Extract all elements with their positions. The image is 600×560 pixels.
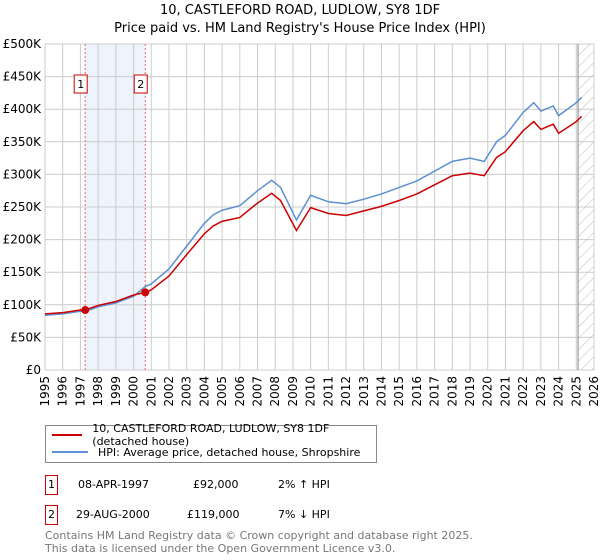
sale-price: £119,000 <box>187 508 240 521</box>
x-tick-label: 2024 <box>552 376 566 407</box>
legend: 10, CASTLEFORD ROAD, LUDLOW, SY8 1DF (de… <box>45 422 377 463</box>
sale-price: £92,000 <box>193 478 239 491</box>
x-tick-label: 2020 <box>481 376 495 407</box>
x-tick-label: 2009 <box>286 376 300 407</box>
x-tick-label: 1999 <box>109 376 123 407</box>
legend-label-hpi: HPI: Average price, detached house, Shro… <box>98 445 361 459</box>
y-tick-label: £250K <box>3 200 43 214</box>
x-tick-label: 2022 <box>516 376 530 407</box>
y-tick-label: £400K <box>3 102 43 116</box>
sale-date: 08-APR-1997 <box>78 478 150 491</box>
x-tick-label: 2006 <box>233 376 247 407</box>
x-tick-label: 2002 <box>162 376 176 407</box>
y-tick-label: £100K <box>3 298 43 312</box>
x-tick-label: 2008 <box>268 376 282 407</box>
sale-box <box>73 74 88 94</box>
y-tick-label: £350K <box>3 135 43 149</box>
line-chart: 1995 1996 1997 1998 1999 2000 2001 2002 2003 2004… <box>3 37 600 407</box>
x-tick-label: 1996 <box>56 376 70 407</box>
legend-swatch-property <box>52 434 83 436</box>
x-tick-label: 2019 <box>463 376 477 407</box>
sale-marker-label: 2 <box>45 505 58 525</box>
x-tick-label: 2015 <box>392 376 406 407</box>
sale-box-label: 1 <box>77 78 84 91</box>
x-tick-label: 1995 <box>38 376 52 407</box>
hpi-line <box>44 96 583 316</box>
x-tick-label: 2012 <box>339 376 353 407</box>
chart-title: 10, CASTLEFORD ROAD, LUDLOW, SY8 1DF <box>159 3 441 18</box>
x-tick-label: 2014 <box>374 376 388 407</box>
sale-hpi-diff: 2% ↑ HPI <box>278 478 330 491</box>
x-tick-label: 2026 <box>587 376 600 407</box>
x-tick-label: 2016 <box>410 376 424 407</box>
chart-subtitle: Price paid vs. HM Land Registry's House … <box>114 21 486 36</box>
sale-marker-label: 1 <box>45 475 58 495</box>
legend-label-property: 10, CASTLEFORD ROAD, LUDLOW, SY8 1DF (de… <box>92 422 330 448</box>
y-tick-label: £50K <box>10 330 42 344</box>
x-tick-label: 2011 <box>321 376 335 407</box>
y-tick-label: £200K <box>3 233 43 247</box>
x-tick-label: 2000 <box>127 376 141 407</box>
y-tick-label: £450K <box>3 70 43 84</box>
sale-date: 29-AUG-2000 <box>76 508 150 521</box>
footer-line-2: This data is licensed under the Open Gov… <box>45 542 396 555</box>
x-tick-label: 2001 <box>144 376 158 407</box>
sale-point <box>81 306 90 315</box>
x-tick-label: 2005 <box>215 376 229 407</box>
x-tick-label: 2004 <box>197 376 211 407</box>
footer: Contains HM Land Registry data © Crown c… <box>45 529 473 555</box>
sale-box-label: 2 <box>137 78 144 91</box>
x-tick-label: 2018 <box>445 376 459 407</box>
y-tick-label: £500K <box>3 37 43 51</box>
y-tick-label: £0 <box>26 363 41 377</box>
footer-line-1: Contains HM Land Registry data © Crown c… <box>45 529 473 542</box>
x-tick-label: 2003 <box>180 376 194 407</box>
x-tick-label: 2023 <box>534 376 548 407</box>
x-tick-label: 2017 <box>428 376 442 407</box>
sale-point <box>141 288 150 297</box>
x-tick-label: 2007 <box>251 376 265 407</box>
x-tick-label: 2013 <box>357 376 371 407</box>
property-line <box>44 115 583 315</box>
sale-box <box>133 74 148 94</box>
x-tick-label: 2010 <box>304 376 318 407</box>
y-tick-label: £300K <box>3 167 43 181</box>
legend-swatch-hpi <box>52 451 88 453</box>
sale-hpi-diff: 7% ↓ HPI <box>278 508 330 521</box>
x-tick-label: 1998 <box>91 376 105 407</box>
x-tick-label: 2025 <box>569 376 583 407</box>
x-tick-label: 1997 <box>73 376 87 407</box>
x-tick-label: 2021 <box>498 376 512 407</box>
y-tick-label: £150K <box>3 265 43 279</box>
